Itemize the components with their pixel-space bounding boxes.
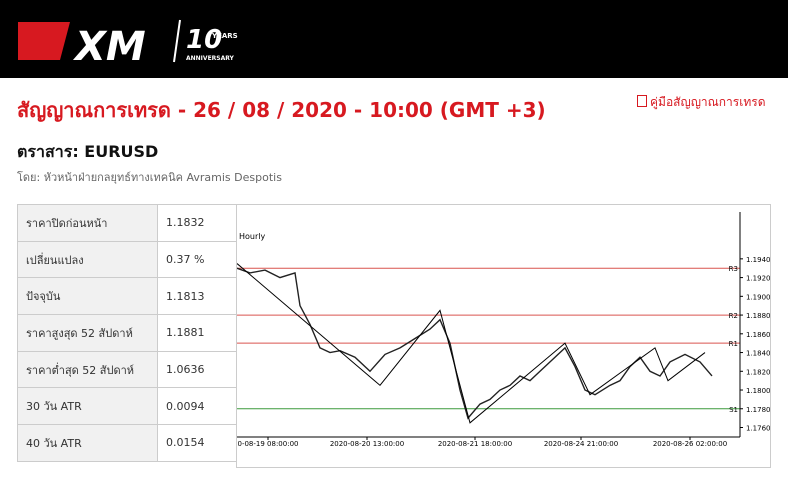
header-bar: XM 10 YEARS ANNIVERSARY <box>0 0 788 78</box>
badge-word: ANNIVERSARY <box>186 55 235 62</box>
table-row: ราคาสูงสุด 52 สัปดาห์ 1.1881 <box>17 314 237 352</box>
y-tick-label: 1.1880 <box>746 312 771 320</box>
row-value: 0.0154 <box>157 424 237 462</box>
level-label: S1 <box>729 406 738 414</box>
byline: โดย: หัวหน้าฝ่ายกลยุทธ์ทางเทคนิค Avramis… <box>17 171 282 184</box>
y-tick-label: 1.1940 <box>746 256 771 264</box>
badge-years: YEARS <box>211 32 238 40</box>
table-row: เปลี่ยนแปลง 0.37 % <box>17 240 237 279</box>
x-tick-label: 0-08-19 08:00:00 <box>238 440 299 448</box>
x-tick-label: 2020-08-21 18:00:00 <box>438 440 512 448</box>
x-tick-label: 2020-08-20 13:00:00 <box>330 440 404 448</box>
level-label: R3 <box>729 265 738 273</box>
logo-divider <box>173 19 181 63</box>
table-row: ปัจจุบัน 1.1813 <box>17 277 237 316</box>
badge-number: 10 <box>186 25 222 55</box>
x-tick-label: 2020-08-24 21:00:00 <box>544 440 618 448</box>
instrument: ตราสาร: EURUSD <box>17 142 159 161</box>
y-tick-label: 1.1840 <box>746 350 771 358</box>
guide-link[interactable]: คู่มือสัญญาณการเทรด <box>637 93 766 112</box>
level-label: R2 <box>729 312 738 320</box>
plot <box>237 263 740 424</box>
y-tick-label: 1.1900 <box>746 293 771 301</box>
logo-text: XM <box>72 24 146 70</box>
y-tick-label: 1.1780 <box>746 406 771 414</box>
row-value: 1.1832 <box>157 204 237 242</box>
logo-mark <box>18 22 70 60</box>
x-tick-label: 2020-08-26 02:00:00 <box>653 440 727 448</box>
y-tick-label: 1.1920 <box>746 275 771 283</box>
timeframe-label: Hourly <box>239 232 265 241</box>
row-label: เปลี่ยนแปลง <box>17 240 158 279</box>
table-row: ราคาต่ำสุด 52 สัปดาห์ 1.0636 <box>17 350 237 389</box>
row-label: ปัจจุบัน <box>17 277 158 316</box>
table-row: 40 วัน ATR 0.0154 <box>17 424 237 462</box>
y-tick-label: 1.1860 <box>746 331 771 339</box>
table-row: ราคาปิดก่อนหน้า 1.1832 <box>17 204 237 242</box>
row-label: ราคาปิดก่อนหน้า <box>17 204 158 242</box>
y-tick-label: 1.1820 <box>746 368 771 376</box>
level-label: R1 <box>729 340 738 348</box>
row-label: ราคาสูงสุด 52 สัปดาห์ <box>17 314 158 352</box>
y-tick-label: 1.1760 <box>746 425 771 433</box>
y-tick-label: 1.1800 <box>746 387 771 395</box>
row-label: 40 วัน ATR <box>17 424 158 462</box>
logo[interactable]: XM 10 YEARS ANNIVERSARY <box>0 0 788 78</box>
page-title: สัญญาณการเทรด - 26 / 08 / 2020 - 10:00 (… <box>17 98 546 122</box>
table-row: 30 วัน ATR 0.0094 <box>17 387 237 426</box>
row-value: 1.0636 <box>157 350 237 389</box>
stats-table: ราคาปิดก่อนหน้า 1.1832 เปลี่ยนแปลง 0.37 % ปั… <box>17 204 237 462</box>
row-label: 30 วัน ATR <box>17 387 158 426</box>
chart-frame <box>236 204 771 468</box>
row-value: 0.37 % <box>157 240 237 279</box>
row-label: ราคาต่ำสุด 52 สัปดาห์ <box>17 350 158 389</box>
pdf-icon <box>637 95 647 107</box>
zigzag-line <box>237 263 706 424</box>
row-value: 1.1881 <box>157 314 237 352</box>
guide-text[interactable]: คู่มือสัญญาณการเทรด <box>650 95 766 109</box>
